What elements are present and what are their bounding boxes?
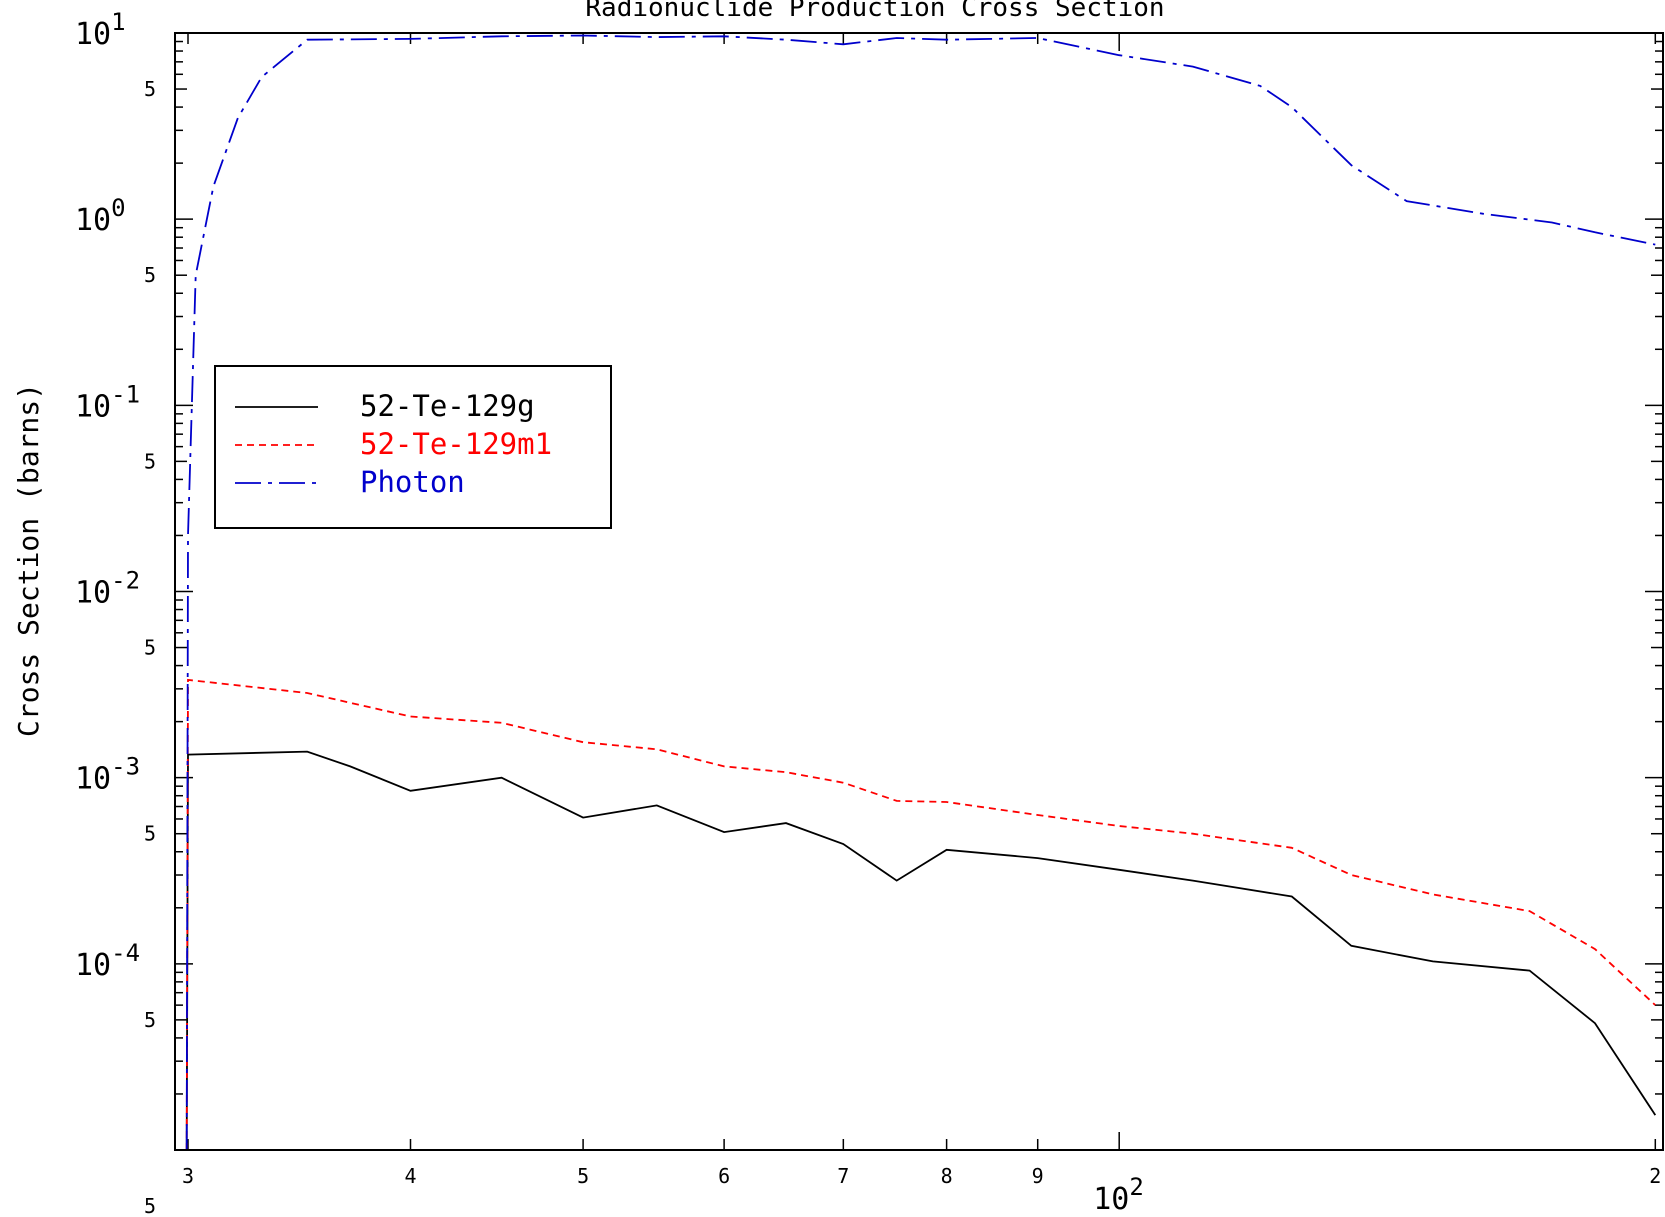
series-line <box>185 750 1657 1151</box>
series-line <box>185 678 1656 1151</box>
axis-ticks <box>175 32 1663 1151</box>
legend-label: 52-Te-129g <box>360 389 535 423</box>
y-tick-label: 10-4 <box>75 939 140 983</box>
x-tick-label: 4 <box>404 1164 416 1188</box>
legend-box <box>214 365 612 529</box>
y-minor-tick-label: 5 <box>144 77 156 101</box>
plot-frame <box>174 32 1664 1151</box>
series-lines <box>185 34 1657 1151</box>
y-tick-label: 100 <box>75 194 126 238</box>
x-tick-label: 7 <box>837 1164 849 1188</box>
x-tick-label: 8 <box>941 1164 953 1188</box>
axis-tick-labels: 101 100 10-1 10-2 10-3 10-4 5 5 5 5 5 5 5 3 4 5 6 7 8 9 2 102 <box>75 8 1661 1217</box>
y-minor-tick-label: 5 <box>144 636 156 660</box>
y-tick-label: 101 <box>75 8 126 52</box>
legend-label: 52-Te-129m1 <box>360 427 552 461</box>
y-minor-tick-label: 5 <box>144 1194 156 1217</box>
x-tick-label: 6 <box>718 1164 730 1188</box>
y-minor-tick-label: 5 <box>144 449 156 473</box>
legend-label: Photon <box>360 465 465 499</box>
legend: 52-Te-129g 52-Te-129m1 Photon <box>214 365 612 529</box>
y-tick-label: 10-1 <box>75 380 140 424</box>
y-axis-label: Cross Section (barns) <box>12 383 45 737</box>
x-tick-label: 2 <box>1649 1164 1661 1188</box>
x-decade-label: 102 <box>1093 1173 1144 1217</box>
x-tick-label: 9 <box>1032 1164 1044 1188</box>
y-tick-label: 10-2 <box>75 567 140 611</box>
y-minor-tick-label: 5 <box>144 263 156 287</box>
x-tick-label: 3 <box>182 1164 194 1188</box>
y-minor-tick-label: 5 <box>144 1008 156 1032</box>
chart-title: Radionuclide Production Cross Section <box>585 0 1164 23</box>
y-minor-tick-label: 5 <box>144 822 156 846</box>
y-tick-label: 10-3 <box>75 753 140 797</box>
series-line <box>185 34 1656 1151</box>
x-tick-label: 5 <box>577 1164 589 1188</box>
